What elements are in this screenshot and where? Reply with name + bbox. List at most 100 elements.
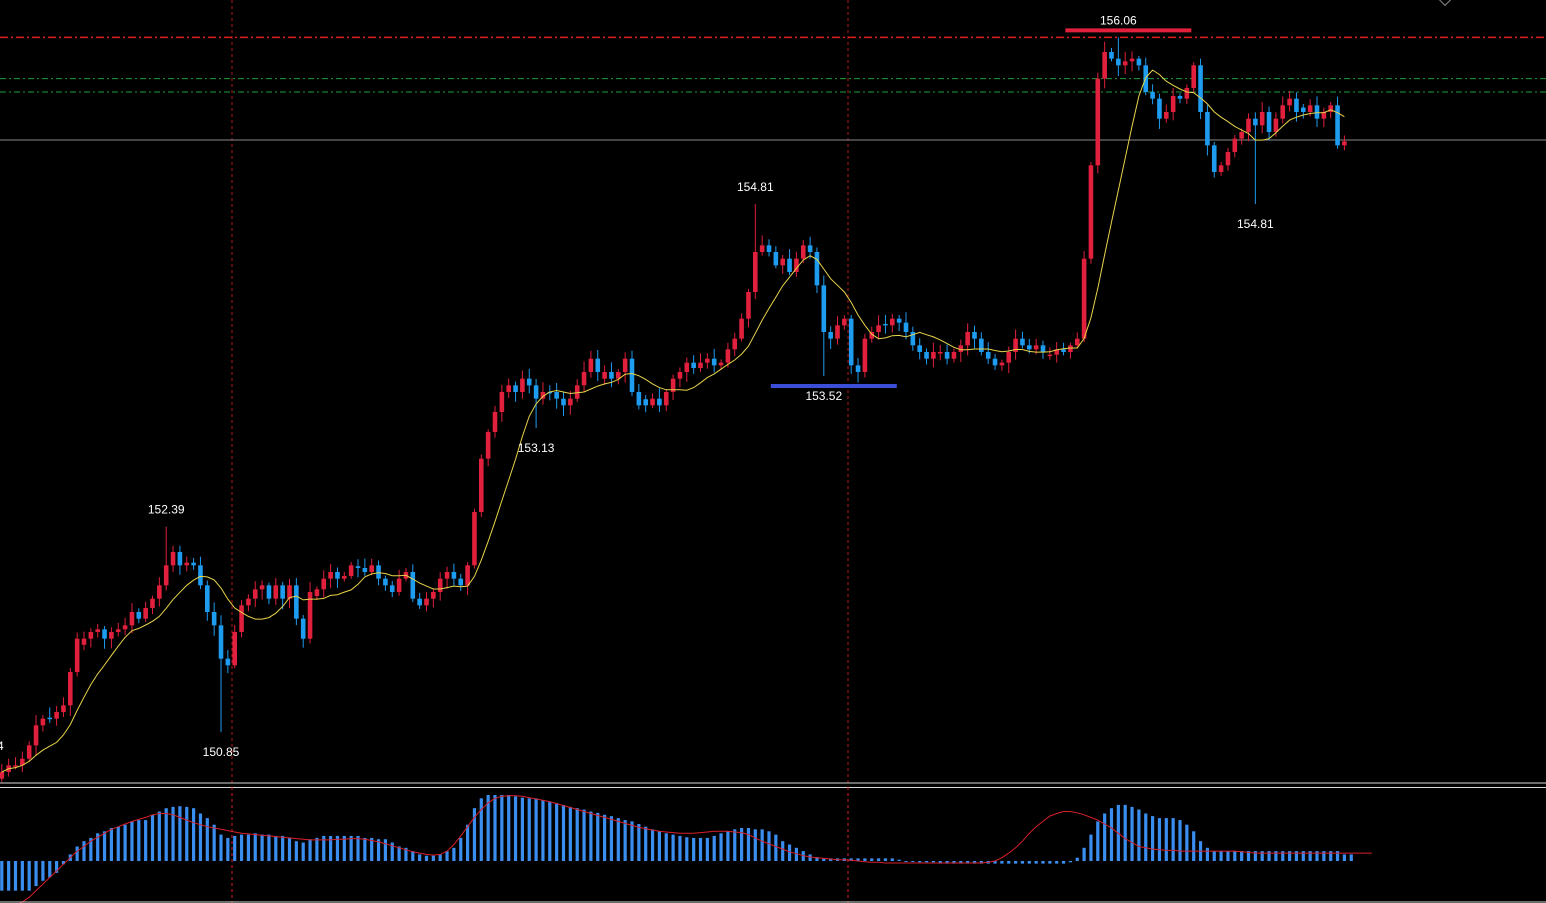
candle-body (1218, 165, 1224, 172)
macd-bar (13, 861, 18, 891)
macd-bar (445, 851, 449, 861)
macd-bar (541, 800, 545, 861)
candle-body (150, 598, 155, 608)
macd-bar (34, 861, 38, 887)
candle-body (1328, 105, 1333, 112)
candle (1074, 332, 1080, 349)
macd-bar (753, 829, 757, 861)
candle-body (828, 332, 833, 339)
candle (663, 389, 669, 412)
candlestick-chart[interactable]: 152.39 150.85 153.13 154.81 153.52 156.06 154.… (0, 0, 1546, 784)
macd-bar (1233, 851, 1237, 861)
candle (122, 617, 128, 636)
candle-body (431, 592, 436, 599)
candle-body (109, 632, 114, 639)
macd-bar (1260, 851, 1264, 861)
candle-body (711, 358, 717, 366)
candle-body (842, 318, 847, 326)
candle (205, 580, 210, 621)
macd-bar (1315, 851, 1319, 861)
candle-body (0, 772, 5, 779)
macd-bar (1281, 851, 1285, 861)
macd-bar (1308, 851, 1312, 861)
candle-body (61, 705, 66, 712)
candle-body (396, 578, 402, 592)
candle (855, 357, 861, 383)
candle (609, 362, 614, 388)
candle-body (739, 318, 744, 339)
macd-bar (1123, 804, 1127, 861)
macd-bar (335, 835, 340, 861)
candle (1287, 91, 1292, 112)
candle-body (732, 338, 738, 350)
candle (239, 600, 244, 638)
macd-bar (1027, 861, 1031, 864)
candle (383, 575, 388, 591)
candle-body (218, 625, 224, 659)
macd-bar (781, 841, 785, 861)
candle (705, 353, 710, 369)
candle (321, 570, 327, 598)
candle-body (554, 392, 559, 399)
macd-bar (329, 835, 333, 861)
macd-bar (1041, 861, 1045, 864)
candle (68, 667, 73, 716)
candle (472, 508, 477, 569)
candle (759, 235, 765, 256)
candle-body (574, 385, 580, 399)
candle-body (684, 362, 690, 372)
candle-body (239, 605, 244, 632)
candle-body (759, 245, 765, 252)
candle-body (725, 349, 731, 363)
candle-body (1307, 105, 1313, 112)
candle (842, 315, 847, 330)
macd-bar (431, 855, 435, 861)
candle-body (1205, 112, 1210, 146)
macd-bar (746, 828, 751, 861)
candle-body (1136, 58, 1142, 66)
candle (794, 251, 799, 277)
candle (115, 622, 121, 637)
macd-histogram-panel[interactable] (0, 787, 1546, 903)
candle (1314, 96, 1320, 127)
macd-bar (644, 826, 648, 861)
candle (1170, 87, 1176, 121)
macd-bar (267, 834, 271, 861)
candle (424, 592, 429, 612)
candle-body (417, 598, 422, 606)
macd-bar (144, 820, 148, 861)
candle-body (883, 323, 888, 326)
candle-body (458, 578, 464, 586)
candle-body (157, 585, 162, 599)
candle-body (561, 398, 566, 406)
macd-bar (513, 796, 518, 861)
candle (568, 390, 573, 415)
macd-bar (829, 858, 833, 861)
macd-bar (589, 811, 593, 861)
macd-bar (582, 809, 586, 861)
candle (896, 314, 902, 332)
macd-bar (1075, 857, 1079, 861)
candle (746, 288, 751, 328)
macd-bar (664, 833, 668, 861)
candle-body (163, 565, 169, 586)
candle (581, 361, 587, 393)
candle (328, 564, 333, 589)
macd-bar (274, 835, 278, 861)
candle (753, 204, 758, 300)
macd-bar (527, 798, 531, 861)
candle-body (643, 399, 648, 406)
candle (1184, 84, 1190, 104)
candle-body (74, 638, 80, 672)
candle-body (1081, 258, 1087, 339)
macd-bar (1109, 808, 1114, 861)
macd-bar (548, 801, 552, 861)
macd-bar (164, 808, 168, 861)
candle-body (1321, 112, 1327, 119)
candle (732, 332, 738, 357)
candle-body (650, 398, 655, 406)
candle-body (691, 362, 696, 368)
candle-body (328, 572, 333, 579)
candle-body (389, 585, 395, 592)
candle-body (917, 345, 922, 352)
